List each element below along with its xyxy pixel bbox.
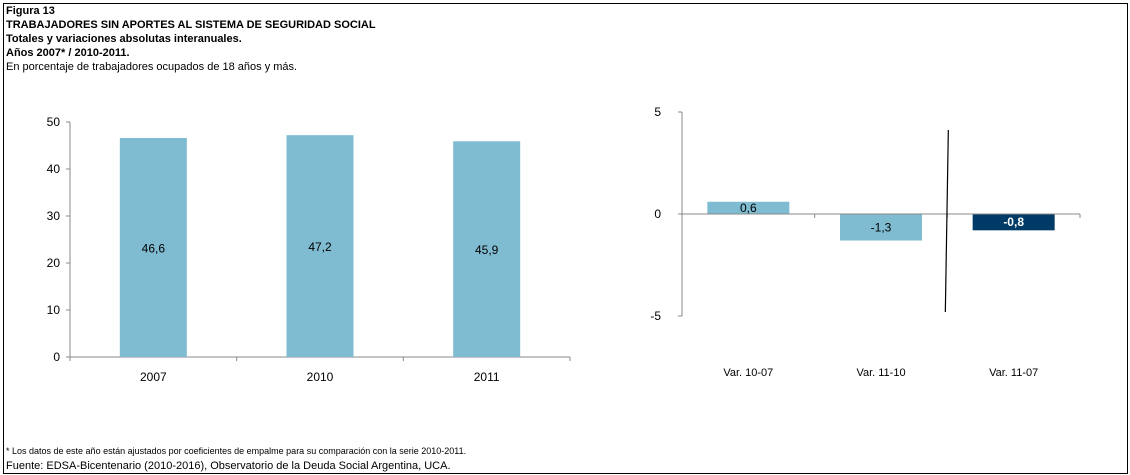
figure-number: Figura 13 [6,5,55,17]
y-tick-label: -5 [650,309,661,323]
category-label: 2007 [140,370,167,384]
chart-units: En porcentaje de trabajadores ocupados d… [6,61,298,73]
figure-frame [3,3,1128,474]
bar-value-label: -1,3 [871,220,892,234]
bar-value-label: 0,6 [740,201,757,215]
bar-Var.-11-10 [840,214,922,241]
bar-value-label: 45,9 [475,243,499,257]
category-label: Var. 11-10 [856,367,905,379]
y-tick-label: 5 [654,105,661,119]
y-tick-label: 0 [654,207,661,221]
bar-2011 [453,141,521,357]
category-label: Var. 10-07 [723,367,773,379]
y-tick-label: 50 [47,115,61,129]
category-label: Var. 11-07 [989,367,1038,379]
y-tick-label: 40 [47,162,61,176]
bar-2007 [119,137,187,357]
bar-Var.-10-07 [707,201,790,214]
bar-value-label: 47,2 [308,240,332,254]
y-tick-label: 30 [47,209,61,223]
bar-value-label: -0,8 [1003,215,1024,229]
y-tick-label: 20 [47,256,61,270]
bar-value-label: 46,6 [142,241,166,255]
source-note: Fuente: EDSA-Bicentenario (2010-2016), O… [6,460,451,472]
category-label: 2010 [307,370,334,384]
chart-years: Años 2007* / 2010-2011. [6,47,130,59]
chart-title: TRABAJADORES SIN APORTES AL SISTEMA DE S… [6,19,376,31]
footnote: * Los datos de este año están ajustados … [6,446,467,456]
category-label: 2011 [474,370,500,384]
chart-subtitle: Totales y variaciones absolutas interanu… [6,33,242,45]
bar-Var.-11-07 [972,214,1055,231]
separator-line [944,129,949,313]
y-tick-label: 10 [47,303,61,317]
right-variation-chart: -5 0 5 0,6 Var. 10-07 -1,3 Var. 11-10 -0,8 Var. … [650,105,1081,379]
left-bar-chart: 0 10 20 30 40 50 46,6 2007 47,2 2010 45,9 2011 [47,115,571,384]
y-tick-label: 0 [53,350,60,364]
bar-2010 [286,135,354,357]
